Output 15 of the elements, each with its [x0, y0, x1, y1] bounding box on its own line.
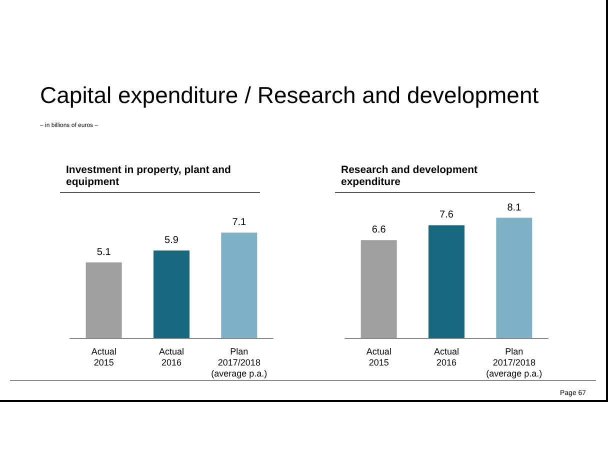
data-label: 7.6 — [440, 210, 454, 221]
data-label: 5.1 — [96, 246, 112, 258]
x-tick-label: Actual 2016 — [434, 346, 460, 368]
x-tick-label: Actual 2015 — [91, 346, 116, 368]
x-tick-label: Plan 2017/2018 (average p.a.) — [211, 346, 268, 378]
x-tick-label: Actual 2015 — [366, 346, 392, 368]
data-label: 6.6 — [372, 224, 386, 236]
text: Capital expenditure / Research and development — [40, 82, 539, 109]
x-tick-label: Plan 2017/2018 (average p.a.) — [486, 346, 542, 378]
chart-title: Research and development expenditure — [335, 164, 535, 193]
x-tick-label: Actual 2016 — [158, 346, 184, 368]
data-label: 8.1 — [507, 202, 522, 214]
data-label: 5.9 — [164, 234, 179, 246]
chart-title: Investment in property, plant and equipment — [60, 164, 260, 193]
data-label: 7.1 — [232, 217, 247, 228]
